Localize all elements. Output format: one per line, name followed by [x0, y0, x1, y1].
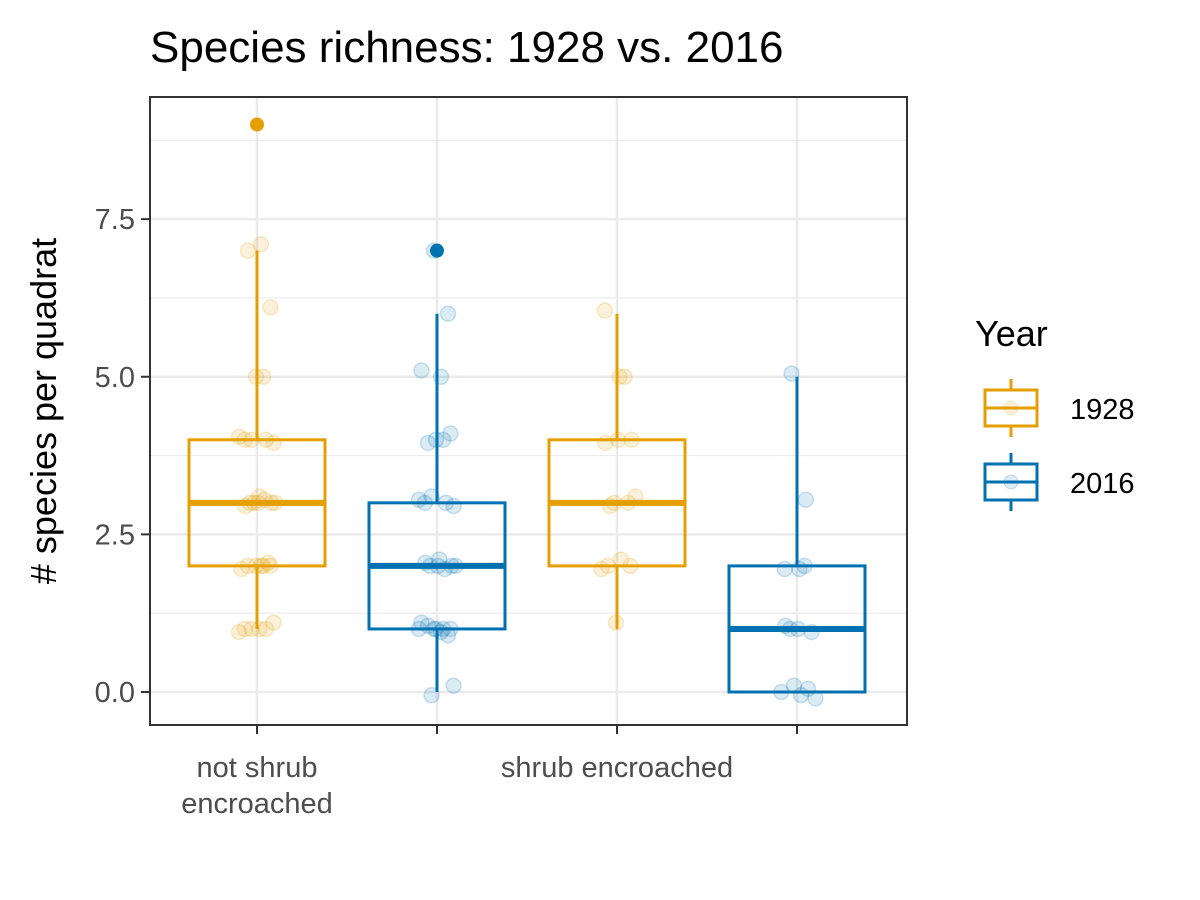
legend-key-point: [1003, 474, 1019, 490]
y-axis-title: # species per quadrat: [23, 238, 64, 584]
data-point: [230, 428, 248, 445]
data-point: [596, 302, 614, 319]
x-tick-label: shrub encroached: [501, 752, 733, 784]
x-tick-label: not shrub: [197, 752, 318, 784]
y-tick-label: 5.0: [95, 362, 135, 394]
chart-title: Species richness: 1928 vs. 2016: [150, 23, 784, 72]
outlier-point: [250, 117, 264, 132]
data-point: [265, 434, 282, 452]
legend: Year 1928 2016: [975, 313, 1135, 511]
data-point: [442, 425, 459, 442]
data-point: [797, 491, 815, 508]
data-point: [783, 365, 800, 382]
data-point: [445, 677, 462, 694]
data-point: [597, 434, 614, 452]
data-point: [445, 497, 462, 515]
data-point: [439, 305, 457, 322]
data-point: [230, 623, 248, 641]
data-point: [262, 299, 279, 316]
data-point: [252, 236, 270, 253]
legend-label: 2016: [1070, 468, 1135, 500]
data-point: [423, 686, 440, 704]
data-point: [410, 491, 428, 508]
data-point: [776, 560, 794, 578]
y-tick-label: 2.5: [95, 519, 135, 551]
legend-key-point: [1003, 400, 1019, 416]
data-point: [265, 614, 282, 631]
data-point: [611, 368, 628, 385]
data-point: [419, 434, 437, 452]
plot-panel: [150, 97, 907, 725]
legend-label: 1928: [1070, 394, 1135, 426]
axes: 0.0 2.5 5.0 7.5 not shrub encroached shrub enc…: [95, 204, 798, 820]
outlier-point: [430, 243, 444, 258]
y-tick-label: 0.0: [95, 677, 135, 709]
data-point: [791, 560, 808, 578]
data-point: [413, 362, 430, 379]
data-point: [593, 560, 610, 578]
x-tick-label: encroached: [181, 788, 333, 820]
data-point: [233, 560, 250, 578]
legend-title: Year: [975, 313, 1048, 354]
box-plots: [187, 117, 867, 694]
y-tick-label: 7.5: [95, 204, 135, 236]
data-point: [236, 620, 254, 638]
data-point: [259, 554, 277, 571]
data-point: [243, 620, 260, 638]
plot-border: [149, 96, 908, 726]
